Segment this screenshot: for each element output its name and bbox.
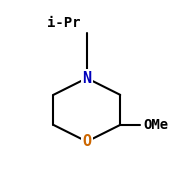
Text: N: N — [82, 71, 91, 86]
Text: O: O — [82, 134, 91, 149]
Text: i-Pr: i-Pr — [47, 16, 80, 30]
Text: OMe: OMe — [144, 118, 169, 132]
